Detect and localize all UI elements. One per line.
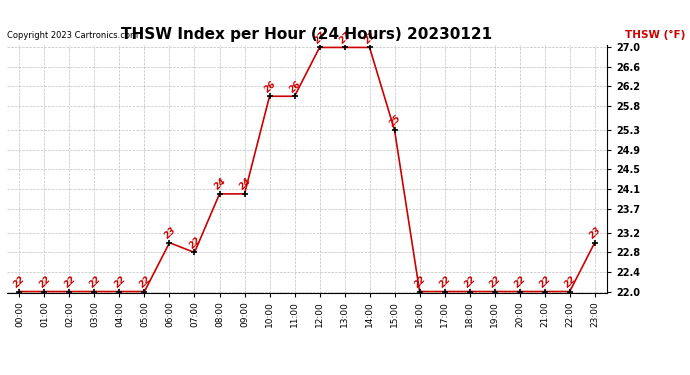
Text: 27: 27 <box>337 30 353 45</box>
Text: 26: 26 <box>263 79 278 94</box>
Text: 22: 22 <box>112 274 128 290</box>
Text: 22: 22 <box>413 274 428 290</box>
Text: 23: 23 <box>588 225 603 240</box>
Text: 24: 24 <box>213 177 228 192</box>
Text: 22: 22 <box>63 274 78 290</box>
Text: 24: 24 <box>237 177 253 192</box>
Text: THSW (°F): THSW (°F) <box>625 30 685 40</box>
Text: 22: 22 <box>37 274 52 290</box>
Text: Copyright 2023 Cartronics.com: Copyright 2023 Cartronics.com <box>7 31 138 40</box>
Text: 22: 22 <box>563 274 578 290</box>
Text: 22: 22 <box>12 274 28 290</box>
Text: 23: 23 <box>163 225 178 240</box>
Text: 22: 22 <box>137 274 152 290</box>
Text: 25: 25 <box>388 113 403 128</box>
Text: 26: 26 <box>288 79 303 94</box>
Text: 22: 22 <box>538 274 553 290</box>
Text: 27: 27 <box>313 30 328 45</box>
Text: 22: 22 <box>188 235 203 250</box>
Title: THSW Index per Hour (24 Hours) 20230121: THSW Index per Hour (24 Hours) 20230121 <box>121 27 493 42</box>
Text: 22: 22 <box>88 274 103 290</box>
Text: 22: 22 <box>513 274 528 290</box>
Text: 27: 27 <box>363 30 378 45</box>
Text: 22: 22 <box>488 274 503 290</box>
Text: 22: 22 <box>437 274 453 290</box>
Text: 22: 22 <box>463 274 478 290</box>
